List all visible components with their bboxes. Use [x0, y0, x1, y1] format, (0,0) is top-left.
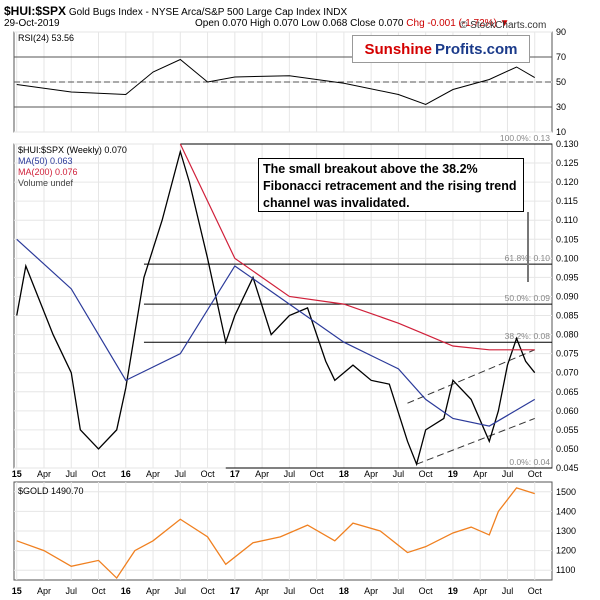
main-ytick-5: 0.070: [556, 368, 579, 378]
ma50-legend: MA(50) 0.063: [18, 156, 73, 166]
x-tick-main-1: Apr: [37, 469, 51, 479]
gold-ytick-1100: 1100: [556, 565, 575, 575]
x-tick-main-14: Jul: [393, 469, 405, 479]
ma200-line: [179, 143, 535, 351]
x-tick-main-6: Jul: [175, 469, 187, 479]
x-tick-gold-5: Apr: [146, 586, 160, 596]
x-tick-main-19: Oct: [528, 469, 543, 479]
x-tick-main-0: 15: [12, 469, 22, 479]
gold-ytick-1400: 1400: [556, 506, 576, 516]
x-tick-main-12: 18: [339, 469, 349, 479]
x-tick-main-18: Jul: [502, 469, 514, 479]
main-ytick-13: 0.110: [556, 215, 578, 225]
main-legend: $HUI:$SPX (Weekly) 0.070: [18, 145, 127, 155]
chart-header-line: $HUI:$SPX Gold Bugs Index - NYSE Arca/S&…: [4, 4, 347, 18]
x-tick-main-7: Oct: [201, 469, 216, 479]
x-tick-main-9: Apr: [255, 469, 269, 479]
x-tick-main-17: Apr: [473, 469, 487, 479]
x-tick-gold-6: Jul: [175, 586, 187, 596]
main-ytick-3: 0.060: [556, 406, 579, 416]
rsi-ytick-50: 50: [556, 77, 566, 87]
x-tick-gold-7: Oct: [201, 586, 216, 596]
x-tick-gold-2: Jul: [65, 586, 77, 596]
x-tick-gold-1: Apr: [37, 586, 51, 596]
ma50-line: [16, 238, 536, 427]
x-tick-main-11: Oct: [310, 469, 325, 479]
main-ytick-7: 0.080: [556, 330, 579, 340]
x-tick-main-5: Apr: [146, 469, 160, 479]
main-ytick-6: 0.075: [556, 349, 579, 359]
main-ytick-17: 0.130: [556, 139, 579, 149]
main-ytick-2: 0.055: [556, 425, 579, 435]
gold-ytick-1500: 1500: [556, 487, 576, 497]
x-tick-main-10: Jul: [284, 469, 296, 479]
x-tick-gold-14: Jul: [393, 586, 405, 596]
x-tick-main-4: 16: [121, 469, 131, 479]
rsi-legend: RSI(24) 53.56: [18, 33, 74, 43]
x-tick-gold-13: Apr: [364, 586, 378, 596]
gold-line: [16, 487, 535, 580]
x-tick-main-15: Oct: [419, 469, 434, 479]
rsi-ytick-10: 10: [556, 127, 566, 137]
x-tick-gold-17: Apr: [473, 586, 487, 596]
rsi-ytick-70: 70: [556, 52, 566, 62]
main-ytick-1: 0.050: [556, 444, 579, 454]
x-tick-gold-16: 19: [448, 586, 458, 596]
main-ytick-12: 0.105: [556, 234, 579, 244]
rsi-ytick-30: 30: [556, 102, 566, 112]
gold-ytick-1300: 1300: [556, 526, 576, 536]
x-tick-gold-12: 18: [339, 586, 349, 596]
fib-label-0: 100.0%: 0.13: [500, 133, 550, 143]
volume-legend: Volume undef: [18, 178, 74, 188]
x-tick-gold-8: 17: [230, 586, 240, 596]
gold-legend: $GOLD 1490.70: [18, 486, 84, 496]
main-ytick-4: 0.065: [556, 387, 579, 397]
rsi-line: [16, 58, 535, 106]
price-line: [16, 149, 536, 467]
main-ytick-0: 0.045: [556, 463, 579, 473]
fib-label-4: 0.0%: 0.04: [509, 457, 550, 467]
main-ytick-15: 0.120: [556, 177, 579, 187]
x-tick-gold-10: Jul: [284, 586, 296, 596]
main-ytick-8: 0.085: [556, 311, 579, 321]
main-ytick-16: 0.125: [556, 158, 579, 168]
x-tick-gold-3: Oct: [92, 586, 107, 596]
x-tick-gold-18: Jul: [502, 586, 514, 596]
brand-part-2: Profits.com: [435, 40, 518, 58]
x-tick-gold-4: 16: [121, 586, 131, 596]
copyright-label: © StockCharts.com: [460, 20, 547, 31]
gold-ytick-1200: 1200: [556, 546, 576, 556]
x-tick-gold-15: Oct: [419, 586, 434, 596]
fib-label-3: 38.2%: 0.08: [505, 331, 551, 341]
x-tick-gold-0: 15: [12, 586, 22, 596]
down-arrow-icon: ▼: [499, 18, 510, 29]
fib-label-2: 50.0%: 0.09: [505, 293, 551, 303]
x-tick-main-8: 17: [230, 469, 240, 479]
x-tick-gold-19: Oct: [528, 586, 543, 596]
date-label: 29-Oct-2019: [4, 18, 60, 29]
brand-logo: Sunshine Profits.com: [352, 35, 530, 63]
x-tick-main-2: Jul: [65, 469, 77, 479]
main-ytick-10: 0.095: [556, 272, 579, 282]
ma200-legend: MA(200) 0.076: [18, 167, 78, 177]
x-tick-gold-9: Apr: [255, 586, 269, 596]
rsi-ytick-90: 90: [556, 27, 566, 37]
trend-channel-lower: [416, 417, 535, 465]
main-ytick-11: 0.100: [556, 253, 579, 263]
ohlc-values: Open 0.070 High 0.070 Low 0.068 Close 0.…: [195, 18, 404, 29]
annotation-box: The small breakout above the 38.2% Fibon…: [258, 158, 524, 212]
brand-part-1: Sunshine: [364, 40, 432, 58]
main-ytick-9: 0.090: [556, 291, 579, 301]
ohlc-readout: Open 0.070 High 0.070 Low 0.068 Close 0.…: [195, 18, 510, 29]
x-tick-gold-11: Oct: [310, 586, 325, 596]
x-tick-main-13: Apr: [364, 469, 378, 479]
symbol-label: $HUI:$SPX: [4, 4, 67, 18]
trend-channel-upper: [407, 349, 535, 404]
main-ytick-14: 0.115: [556, 196, 578, 206]
change-value: Chg -0.001 (-1.72%): [406, 18, 497, 29]
x-tick-main-3: Oct: [92, 469, 107, 479]
symbol-description: Gold Bugs Index - NYSE Arca/S&P 500 Larg…: [68, 7, 348, 18]
x-tick-main-16: 19: [448, 469, 458, 479]
